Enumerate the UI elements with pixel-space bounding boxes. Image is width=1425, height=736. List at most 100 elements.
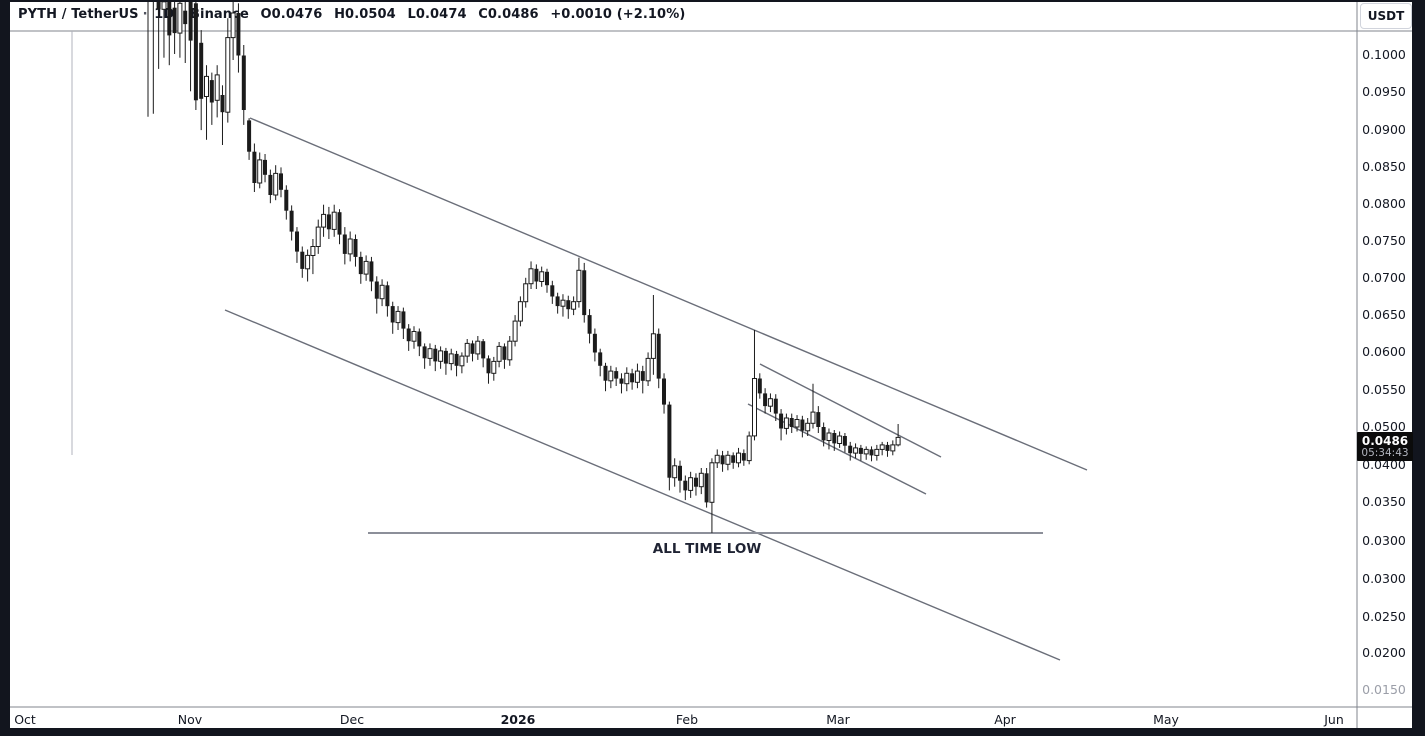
currency-toggle-button[interactable]: USDT [1360, 3, 1412, 29]
candle-body [502, 346, 507, 360]
candle [773, 394, 778, 421]
candle [694, 473, 698, 496]
chart-widget: PYTH / TetherUS· 1D· Binance O0.0476 H0.… [10, 2, 1413, 728]
candle-body [741, 453, 746, 461]
candle [720, 450, 725, 472]
candle-body [156, 2, 161, 10]
candle [220, 85, 225, 145]
candle [523, 277, 529, 308]
candle [678, 460, 682, 493]
price-axis-label: 0.0850 [1362, 159, 1406, 174]
candle [582, 262, 587, 323]
candle [879, 441, 885, 456]
candle-body [417, 331, 422, 347]
candle-close-countdown: 05:34:43 [1361, 447, 1409, 459]
trendline-4[interactable] [747, 403, 927, 495]
candle-body [853, 447, 859, 454]
candle-body [608, 370, 614, 382]
candle-body [805, 422, 811, 432]
candle-body [523, 283, 529, 303]
candle [517, 296, 523, 327]
candle-body [470, 343, 475, 354]
candle-body [810, 411, 816, 424]
trendline-1[interactable] [249, 117, 1088, 471]
candle-body [826, 432, 832, 441]
candle-body [560, 299, 566, 307]
candle [709, 458, 715, 533]
candle-body [837, 435, 843, 444]
candle [869, 446, 874, 462]
price-axis-label: 0.0350 [1362, 494, 1406, 509]
candle [858, 444, 863, 461]
candle [634, 363, 640, 389]
candle [273, 165, 279, 201]
candle-body [406, 328, 411, 342]
candle [427, 343, 433, 366]
time-axis-label: Nov [178, 712, 203, 727]
candle [401, 307, 406, 339]
candle [614, 367, 619, 386]
candle [746, 431, 752, 465]
candle-body [650, 333, 656, 359]
candle-body [491, 360, 497, 374]
candle [560, 294, 566, 317]
candle [411, 326, 417, 349]
candle-body [869, 449, 874, 456]
candle [147, 2, 149, 117]
candle [481, 339, 486, 368]
trendline-3[interactable] [759, 363, 942, 458]
candle [390, 301, 395, 334]
candle [279, 167, 283, 198]
candle-body [230, 12, 236, 39]
candle [576, 257, 582, 308]
candle-body [295, 231, 299, 252]
candle [347, 231, 353, 262]
candle-body [619, 378, 624, 384]
candle-body [714, 454, 720, 464]
candle [433, 344, 438, 372]
candle [704, 468, 709, 508]
candle-body [193, 3, 198, 101]
chart-canvas[interactable]: ALL TIME LOW 0.1000 0.0950 0.0900 0.0850 0.08… [10, 2, 1412, 728]
candle [204, 65, 209, 140]
candle-body [369, 261, 374, 282]
candle [837, 431, 843, 448]
candle [284, 185, 289, 220]
candle-body [566, 300, 571, 310]
candle [534, 264, 539, 289]
candle-body [443, 350, 448, 364]
candle [545, 268, 549, 293]
candle [385, 281, 390, 317]
candle-body [624, 372, 630, 385]
candle-body [720, 455, 725, 465]
candle [731, 452, 736, 469]
candle-body [821, 427, 826, 441]
price-axis-label: 0.0950 [1362, 84, 1406, 99]
candle [779, 409, 784, 441]
candle-body [539, 271, 545, 282]
candle [821, 422, 826, 447]
all-time-low-label: ALL TIME LOW [653, 541, 762, 557]
candle-body [683, 480, 688, 491]
symbol-title[interactable]: PYTH / TetherUS [18, 7, 139, 22]
trendline-2[interactable] [224, 309, 1061, 661]
candle [853, 443, 859, 459]
price-axis-label: 0.0500 [1362, 419, 1406, 434]
candle [826, 428, 832, 450]
candle-body [672, 465, 678, 479]
candle [225, 18, 231, 123]
candle-body [209, 80, 214, 103]
price-axis-label: 0.0300 [1362, 533, 1406, 548]
candle [230, 2, 236, 60]
candle-body [895, 436, 901, 446]
candle [289, 205, 294, 241]
candle [752, 330, 757, 441]
candle-body [284, 189, 289, 211]
candle [624, 367, 630, 392]
candle [566, 295, 571, 319]
candle-body [800, 419, 805, 431]
candle-body [475, 340, 481, 355]
candle [698, 468, 704, 495]
candle-body [236, 13, 241, 56]
candle-body [214, 74, 220, 101]
